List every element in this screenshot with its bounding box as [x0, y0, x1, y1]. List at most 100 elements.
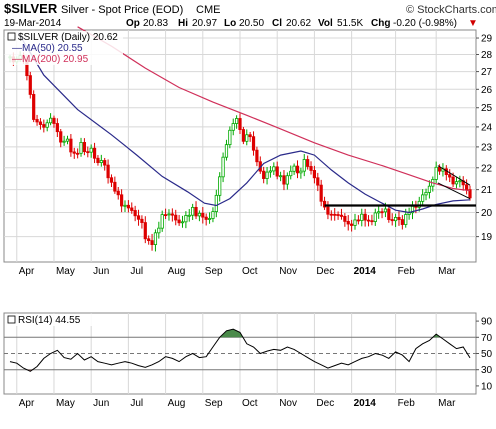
rsi-y-tick-label: 50	[481, 349, 493, 360]
price-candle-body	[377, 211, 381, 214]
price-candle-body	[292, 165, 296, 172]
price-candle-body	[191, 206, 195, 216]
price-candle-body	[282, 175, 286, 185]
rsi-x-tick-label: Apr	[19, 398, 35, 409]
price-candle-body	[350, 223, 354, 226]
price-x-tick-label: May	[56, 266, 75, 277]
price-candle-body	[451, 176, 455, 185]
price-x-tick-label: Jul	[130, 266, 143, 277]
price-candle-body	[69, 138, 73, 153]
rsi-panel: Apr May Jun Jul Aug Sep Oct Nov Dec 2014 Feb Mar 10 3…	[3, 312, 493, 409]
price-candle-body	[299, 170, 303, 174]
price-candle-body	[170, 213, 174, 216]
rsi-x-tick-label: Nov	[279, 398, 297, 409]
price-candle-body	[207, 218, 212, 220]
price-candle-body	[92, 147, 97, 159]
price-candle-body	[116, 190, 120, 196]
price-candle-body	[322, 200, 327, 208]
price-candle-body	[319, 184, 323, 202]
price-candle-body	[218, 176, 222, 196]
volume-label: Vol	[318, 18, 333, 29]
rsi-legend-box	[5, 314, 97, 326]
price-candle-body	[82, 142, 87, 153]
price-candle-body	[48, 117, 53, 124]
price-candle-body	[272, 166, 276, 172]
price-candle-body	[343, 216, 347, 222]
low-value: 20.50	[239, 18, 264, 29]
price-candle-body	[32, 94, 36, 120]
price-y-tick-label: 23	[481, 142, 493, 153]
price-candle-body	[404, 214, 408, 225]
price-candle-body	[89, 147, 93, 153]
high-value: 20.97	[192, 18, 217, 29]
price-candle-body	[130, 207, 134, 211]
price-candle-body	[79, 142, 83, 154]
price-candle-body	[302, 159, 306, 172]
price-candle-body	[153, 232, 158, 245]
price-x-tick-label: Sep	[205, 266, 223, 277]
price-candle-body	[136, 215, 141, 220]
exchange-label: CME	[196, 4, 220, 16]
price-candle-body	[55, 123, 59, 133]
price-candle-body	[312, 170, 317, 179]
price-y-tick-label: 22	[481, 163, 493, 174]
price-candle-body	[393, 216, 398, 222]
price-candle-body	[268, 170, 273, 173]
price-candle-body	[360, 213, 364, 221]
rsi-x-tick-label: Mar	[438, 398, 456, 409]
open-label: Op	[126, 18, 140, 29]
price-candle-body	[113, 181, 117, 192]
price-x-tick-label: Mar	[438, 266, 456, 277]
price-candle-body	[109, 177, 114, 183]
price-candle-body	[180, 221, 185, 224]
rsi-x-tick-label: Oct	[242, 398, 258, 409]
price-candle-body	[231, 123, 235, 131]
rsi-x-tick-label: Feb	[398, 398, 416, 409]
price-candle-body	[174, 214, 178, 221]
price-candle-body	[336, 214, 340, 216]
price-candle-body	[177, 219, 181, 224]
brand-watermark: © StockCharts.com	[406, 4, 496, 16]
change-value: -0.20 (-0.98%)	[393, 18, 457, 29]
price-candle-body	[45, 122, 49, 128]
legend-price-icon	[7, 32, 16, 41]
price-candle-body	[245, 134, 249, 142]
price-candle-body	[397, 216, 401, 220]
rsi-x-tick-label: Sep	[205, 398, 223, 409]
price-candle-body	[76, 152, 80, 155]
price-candle-body	[184, 215, 188, 223]
price-candle-body	[316, 177, 320, 186]
price-candle-body	[387, 208, 391, 220]
open-value: 20.83	[143, 18, 168, 29]
price-candle-body	[150, 240, 154, 245]
change-down-icon: ▼	[468, 18, 478, 29]
price-candle-body	[306, 159, 310, 167]
price-candle-body	[329, 213, 333, 216]
ma200-line	[77, 26, 471, 192]
price-x-tick-label: 2014	[354, 266, 377, 277]
rsi-line	[9, 328, 471, 372]
price-y-tick-label: 28	[481, 50, 493, 61]
price-candle-body	[278, 175, 283, 178]
price-x-tick-label: Aug	[168, 266, 186, 277]
price-candle-body	[289, 170, 293, 177]
price-candle-body	[468, 189, 472, 199]
symbol-title: $SILVER	[4, 1, 58, 16]
price-candle-body	[363, 213, 367, 221]
price-x-tick-label: Jun	[93, 266, 109, 277]
rsi-x-tick-label: Jun	[93, 398, 109, 409]
rsi-y-tick-label: 90	[481, 317, 493, 328]
price-candle-body	[103, 160, 107, 166]
price-candle-body	[265, 171, 269, 179]
price-candle-body	[143, 222, 147, 240]
price-legend-box	[5, 31, 123, 65]
price-candle-body	[228, 129, 232, 146]
rsi-x-tick-label: 2014	[354, 398, 377, 409]
legend-price: $SILVER (Daily) 20.62	[18, 32, 118, 43]
price-candle-body	[163, 214, 168, 217]
price-candle-body	[326, 206, 330, 215]
price-candle-body	[204, 216, 208, 220]
price-y-tick-label: 20	[481, 208, 493, 219]
price-panel: 19 20 21 22 23 24 25 26 27 28 29 Apr May Jun Jul Aug Sep…	[3, 26, 493, 277]
